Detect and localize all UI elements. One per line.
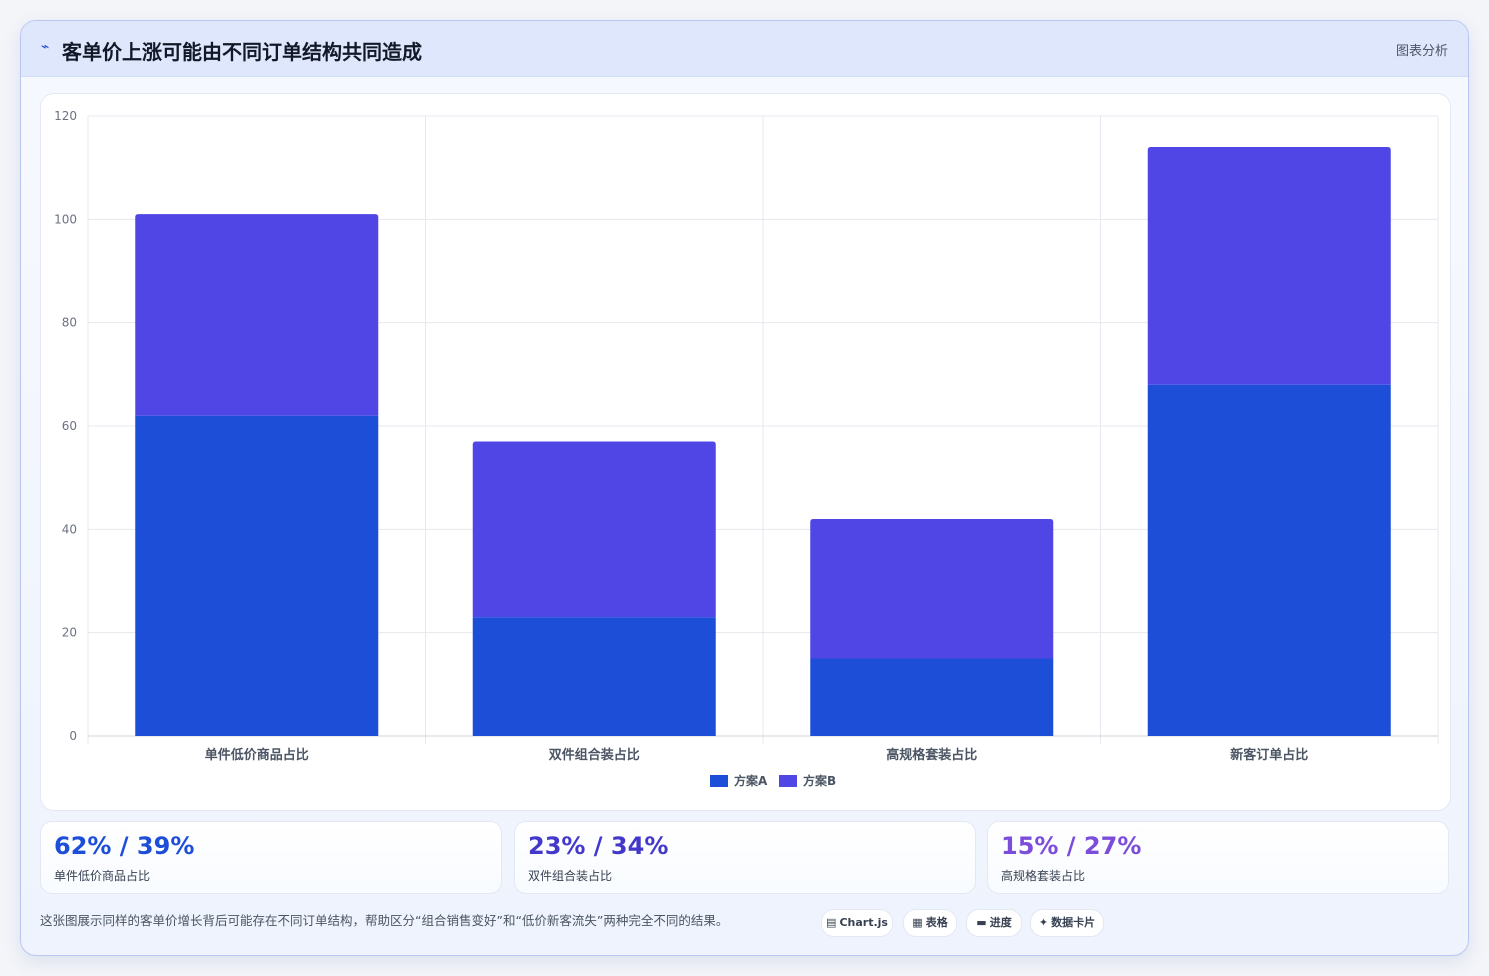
- chart-title: 客单价上涨可能由不同订单结构共同造成: [62, 40, 422, 64]
- legend-swatch-a: [710, 775, 728, 787]
- bar-segment-b: [810, 519, 1054, 659]
- legend-label: 方案B: [803, 773, 836, 788]
- legend-swatch-b: [779, 775, 797, 787]
- chip-label: 数据卡片: [1051, 916, 1096, 929]
- bar-segment-a: [810, 658, 1054, 736]
- trend-line-icon: ⌁: [41, 39, 50, 55]
- y-tick-label: 80: [62, 316, 77, 330]
- chip-chartjs[interactable]: ▤ Chart.js: [821, 909, 893, 937]
- x-category-label: 高规格套装占比: [886, 747, 977, 763]
- chart-card: ⌁ 客单价上涨可能由不同订单结构共同造成 图表分析 0 20 40 60 80 100 12…: [20, 20, 1469, 956]
- chip-label: 进度: [989, 916, 1012, 929]
- y-tick-label: 120: [54, 109, 77, 123]
- bar-segment-a: [472, 617, 716, 736]
- stat-card-premium-set: 15% / 27% 高规格套装占比: [987, 821, 1449, 894]
- stacked-bar-chart: 0 20 40 60 80 100 120 单件低价商品占比 双件组合装占比 高规格套装占比 新客订…: [54, 109, 1439, 788]
- stat-value: 15% / 27%: [1001, 832, 1142, 860]
- chart-analysis-badge: 图表分析: [1395, 44, 1448, 59]
- stat-value: 62% / 39%: [54, 832, 195, 860]
- bar-segment-b: [1147, 147, 1391, 385]
- card-header: ⌁ 客单价上涨可能由不同订单结构共同造成 图表分析: [21, 21, 1468, 77]
- x-category-label: 单件低价商品占比: [205, 747, 309, 763]
- y-tick-label: 100: [54, 212, 77, 226]
- bar-segment-b: [135, 214, 379, 416]
- y-tick-label: 20: [62, 626, 77, 640]
- legend-label: 方案A: [734, 773, 768, 788]
- chip-label: Chart.js: [839, 916, 888, 929]
- bar-segment-b: [472, 441, 716, 618]
- stat-value: 23% / 34%: [528, 832, 669, 860]
- stat-label: 高规格套装占比: [1001, 869, 1086, 883]
- bar-segment-a: [1147, 384, 1391, 736]
- stat-label: 双件组合装占比: [528, 869, 613, 883]
- stat-card-single-item: 62% / 39% 单件低价商品占比: [40, 821, 502, 894]
- chart-icon: ▤: [826, 916, 837, 929]
- table-icon: ▦: [912, 916, 923, 929]
- chip-label: 表格: [925, 916, 948, 929]
- progress-icon: ▬: [976, 916, 987, 929]
- chip-table[interactable]: ▦ 表格: [903, 909, 957, 937]
- bar-segment-a: [135, 415, 379, 736]
- stat-label: 单件低价商品占比: [54, 869, 151, 883]
- x-category-label: 新客订单占比: [1230, 747, 1308, 763]
- y-tick-label: 0: [69, 729, 77, 743]
- y-tick-label: 40: [62, 522, 77, 536]
- chip-progress[interactable]: ▬ 进度: [966, 909, 1022, 937]
- x-category-label: 双件组合装占比: [549, 747, 640, 763]
- chart-description: 这张图展示同样的客单价增长背后可能存在不同订单结构，帮助区分“组合销售变好”和“…: [40, 913, 729, 928]
- y-tick-label: 60: [62, 419, 77, 433]
- chart-panel: 0 20 40 60 80 100 120 单件低价商品占比 双件组合装占比 高规格套装占比 新客订…: [40, 93, 1451, 811]
- chip-data-card[interactable]: ✦ 数据卡片: [1030, 909, 1104, 937]
- stat-card-bundle: 23% / 34% 双件组合装占比: [514, 821, 976, 894]
- sparkle-icon: ✦: [1038, 916, 1049, 929]
